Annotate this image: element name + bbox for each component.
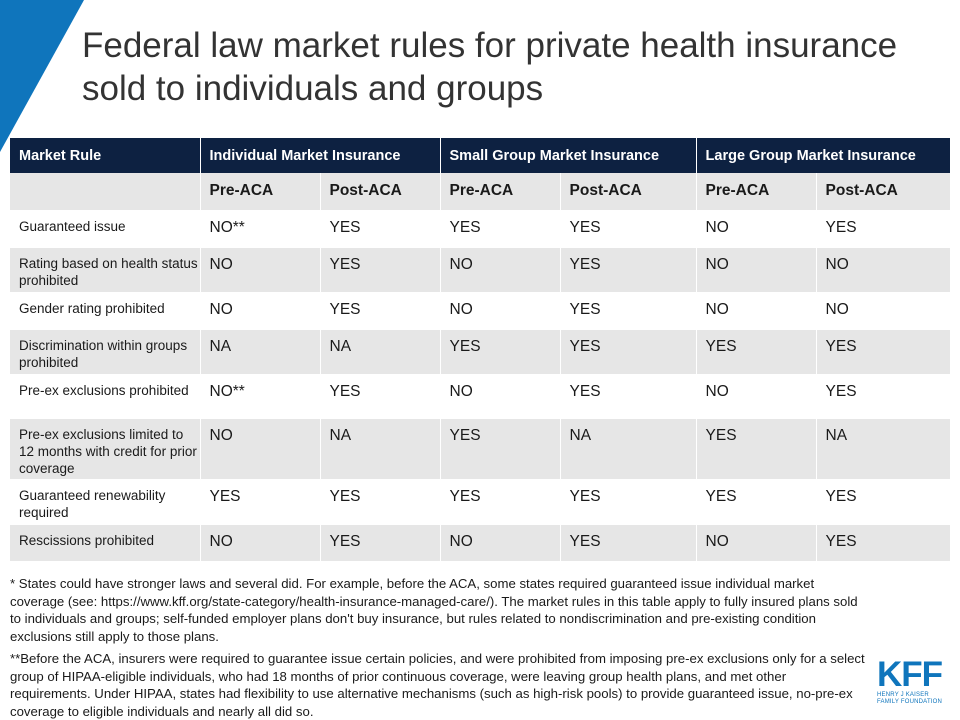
- value-cell: NA: [320, 329, 441, 374]
- table-header-row: Market Rule Individual Market Insurance …: [10, 138, 951, 173]
- logo-line-1: HENRY J KAISER: [877, 692, 929, 698]
- rule-name-cell: Rating based on health status prohibited: [10, 247, 201, 292]
- kff-logo: KFF HENRY J KAISER FAMILY FOUNDATION: [877, 655, 949, 712]
- value-cell: YES: [320, 210, 441, 247]
- value-cell: NA: [320, 418, 441, 479]
- value-cell: YES: [560, 329, 697, 374]
- footnote-states: * States could have stronger laws and se…: [10, 576, 858, 644]
- value-cell: YES: [816, 210, 951, 247]
- subheader-cell: Post-ACA: [320, 173, 441, 210]
- table-row: Guaranteed issue NO** YES YES YES NO YES: [10, 210, 951, 247]
- market-rules-table: Market Rule Individual Market Insurance …: [10, 138, 951, 561]
- subheader-cell: Pre-ACA: [200, 173, 321, 210]
- value-cell: NO: [696, 524, 817, 561]
- value-cell: NO**: [200, 210, 321, 247]
- value-cell: YES: [816, 329, 951, 374]
- value-cell: YES: [200, 479, 321, 524]
- table-row: Rescissions prohibited NO YES NO YES NO YES: [10, 524, 951, 561]
- value-cell: NA: [200, 329, 321, 374]
- value-cell: YES: [440, 479, 561, 524]
- value-cell: YES: [560, 374, 697, 418]
- value-cell: YES: [440, 418, 561, 479]
- value-cell: YES: [440, 210, 561, 247]
- rule-name-cell: Guaranteed renewability required: [10, 479, 201, 524]
- footnote-hipaa: **Before the ACA, insurers were required…: [10, 651, 865, 719]
- table-row: Rating based on health status prohibited…: [10, 247, 951, 292]
- column-header-large-group: Large Group Market Insurance: [696, 138, 951, 173]
- value-cell: YES: [816, 524, 951, 561]
- rule-name-cell: Discrimination within groups prohibited: [10, 329, 201, 374]
- value-cell: NO: [440, 292, 561, 329]
- table-subheader-row: Pre-ACA Post-ACA Pre-ACA Post-ACA Pre-AC…: [10, 173, 951, 210]
- value-cell: NO: [816, 247, 951, 292]
- logo-mark: KFF: [877, 655, 943, 694]
- value-cell: NO: [200, 418, 321, 479]
- value-cell: YES: [320, 479, 441, 524]
- value-cell: NO**: [200, 374, 321, 418]
- table-row: Gender rating prohibited NO YES NO YES NO NO: [10, 292, 951, 329]
- column-header-small-group: Small Group Market Insurance: [440, 138, 697, 173]
- value-cell: YES: [560, 292, 697, 329]
- value-cell: NO: [816, 292, 951, 329]
- value-cell: YES: [560, 247, 697, 292]
- rule-name-cell: Gender rating prohibited: [10, 292, 201, 329]
- value-cell: YES: [320, 292, 441, 329]
- subheader-cell: Pre-ACA: [696, 173, 817, 210]
- subheader-cell: Post-ACA: [816, 173, 951, 210]
- value-cell: YES: [816, 479, 951, 524]
- table-row: Guaranteed renewability required YES YES YE…: [10, 479, 951, 524]
- value-cell: YES: [696, 418, 817, 479]
- value-cell: NO: [200, 247, 321, 292]
- column-header-individual: Individual Market Insurance: [200, 138, 441, 173]
- value-cell: YES: [320, 524, 441, 561]
- value-cell: NO: [200, 524, 321, 561]
- value-cell: NO: [440, 247, 561, 292]
- value-cell: NA: [816, 418, 951, 479]
- value-cell: YES: [560, 479, 697, 524]
- subheader-cell: [10, 173, 201, 210]
- value-cell: YES: [560, 524, 697, 561]
- rule-name-cell: Rescissions prohibited: [10, 524, 201, 561]
- value-cell: NO: [200, 292, 321, 329]
- value-cell: YES: [696, 479, 817, 524]
- value-cell: YES: [320, 374, 441, 418]
- corner-accent-stripe: [0, 0, 84, 152]
- logo-line-2: FAMILY FOUNDATION: [877, 699, 943, 705]
- value-cell: YES: [816, 374, 951, 418]
- value-cell: NO: [696, 210, 817, 247]
- value-cell: NO: [696, 292, 817, 329]
- table-row: Pre-ex exclusions prohibited NO** YES NO YES…: [10, 374, 951, 418]
- value-cell: YES: [440, 329, 561, 374]
- rule-name-cell: Pre-ex exclusions prohibited: [10, 374, 201, 418]
- table-row: Discrimination within groups prohibited N…: [10, 329, 951, 374]
- subheader-cell: Pre-ACA: [440, 173, 561, 210]
- value-cell: NO: [440, 374, 561, 418]
- column-header-market-rule: Market Rule: [10, 138, 201, 173]
- subheader-cell: Post-ACA: [560, 173, 697, 210]
- page-title: Federal law market rules for private hea…: [82, 26, 898, 108]
- value-cell: YES: [320, 247, 441, 292]
- value-cell: NA: [560, 418, 697, 479]
- value-cell: YES: [696, 329, 817, 374]
- value-cell: NO: [696, 247, 817, 292]
- value-cell: NO: [440, 524, 561, 561]
- table-row: Pre-ex exclusions limited to 12 months w…: [10, 418, 951, 479]
- rule-name-cell: Pre-ex exclusions limited to 12 months w…: [10, 418, 201, 479]
- rule-name-cell: Guaranteed issue: [10, 210, 201, 247]
- value-cell: YES: [560, 210, 697, 247]
- value-cell: NO: [696, 374, 817, 418]
